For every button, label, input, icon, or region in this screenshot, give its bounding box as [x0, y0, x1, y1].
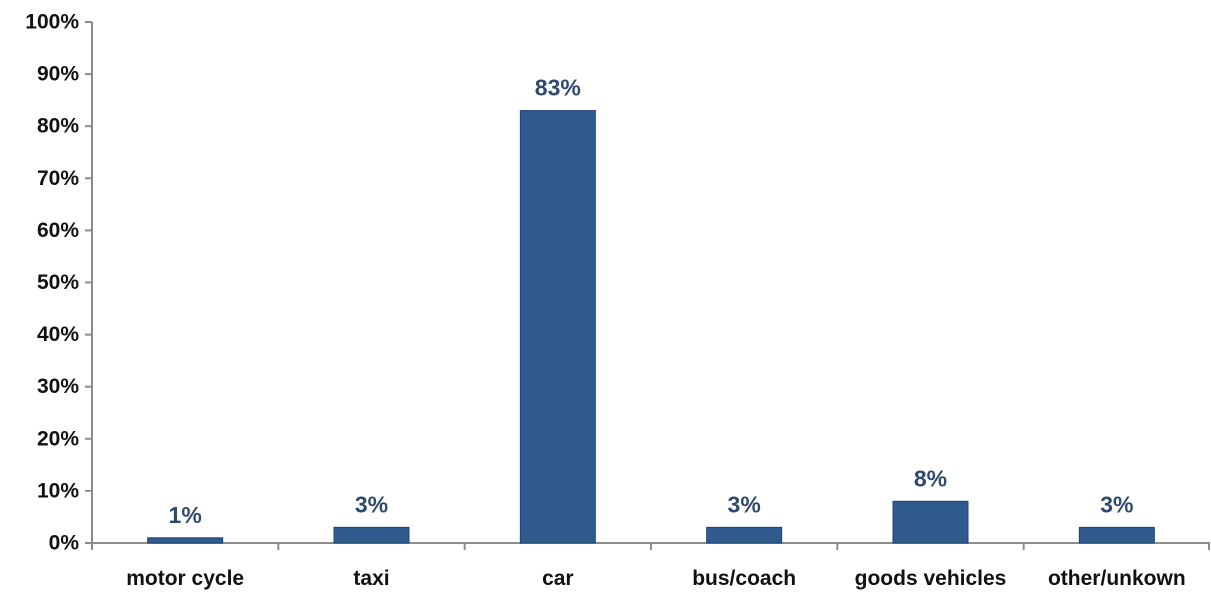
data-label: 1% [169, 502, 202, 528]
y-tick-label: 50% [37, 271, 79, 294]
y-axis: 0% 10% 20% 30% 40% 50% 60% 70% 80% 90% 100% [25, 11, 93, 555]
y-tick-label: 0% [49, 532, 80, 555]
data-label: 3% [355, 491, 388, 517]
category-label: car [542, 567, 574, 590]
y-tick-label: 60% [37, 219, 79, 242]
category-label: motor cycle [126, 567, 244, 590]
bars [147, 110, 1155, 544]
data-label: 8% [914, 465, 947, 491]
category-labels: motor cycle taxi car bus/coach goods vehicle… [126, 567, 1185, 590]
y-tick-label: 100% [25, 11, 79, 34]
category-label: taxi [353, 567, 389, 590]
category-label: bus/coach [692, 567, 796, 590]
y-tick-label: 40% [37, 323, 79, 346]
y-tick-label: 70% [37, 167, 79, 190]
y-tick-label: 20% [37, 427, 79, 450]
bar [706, 526, 783, 544]
data-label: 3% [728, 491, 761, 517]
bar [147, 537, 224, 544]
y-tick-label: 90% [37, 63, 79, 86]
data-labels: 1% 3% 83% 3% 8% 3% [169, 75, 1134, 528]
bar [1078, 526, 1155, 544]
y-tick-label: 30% [37, 375, 79, 398]
category-label: goods vehicles [855, 567, 1007, 590]
y-tick-label: 80% [37, 115, 79, 138]
data-label: 83% [535, 75, 581, 101]
bar [519, 110, 596, 544]
x-axis [91, 542, 1210, 550]
bar [333, 526, 410, 544]
data-label: 3% [1100, 491, 1133, 517]
category-label: other/unkown [1048, 567, 1186, 590]
bar [892, 500, 969, 544]
y-tick-label: 10% [37, 479, 79, 502]
